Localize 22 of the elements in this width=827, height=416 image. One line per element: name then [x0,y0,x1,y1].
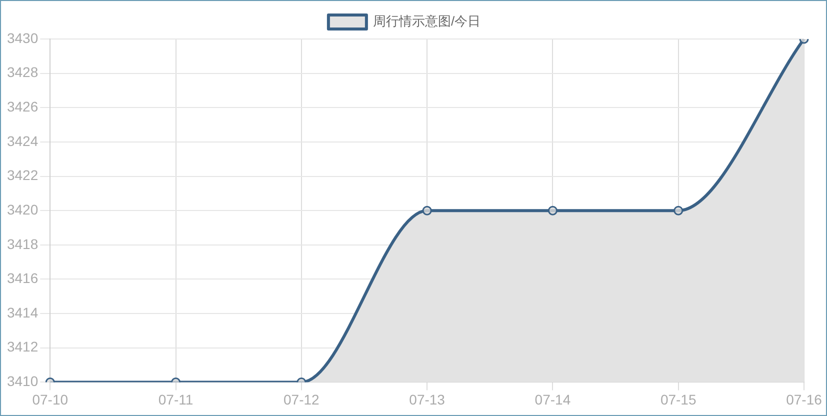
x-tick-label: 07-14 [534,391,571,408]
x-tick-label: 07-12 [284,391,320,408]
y-tick-label: 3428 [6,64,38,80]
y-tick-label: 3410 [6,373,38,390]
point [422,206,432,216]
x-tick-label: 07-16 [786,391,822,408]
y-tick-label: 3416 [6,270,38,286]
y-tick-label: 3424 [6,132,38,149]
y-tick-label: 3430 [6,30,38,46]
legend-label: 周行情示意图/今日 [372,14,481,29]
y-tick-label: 3414 [6,304,38,320]
point [548,206,558,216]
y-tick-label: 3412 [6,338,38,355]
y-tick-label: 3422 [6,167,38,184]
x-tick-label: 07-13 [409,391,446,408]
x-tick-label: 07-10 [32,391,68,408]
y-tick-label: 3420 [6,201,38,218]
point [674,206,684,216]
x-tick-label: 07-15 [660,391,696,408]
x-tick-label: 07-11 [158,391,194,408]
y-tick-label: 3426 [6,98,38,114]
y-tick-label: 3418 [6,236,38,252]
